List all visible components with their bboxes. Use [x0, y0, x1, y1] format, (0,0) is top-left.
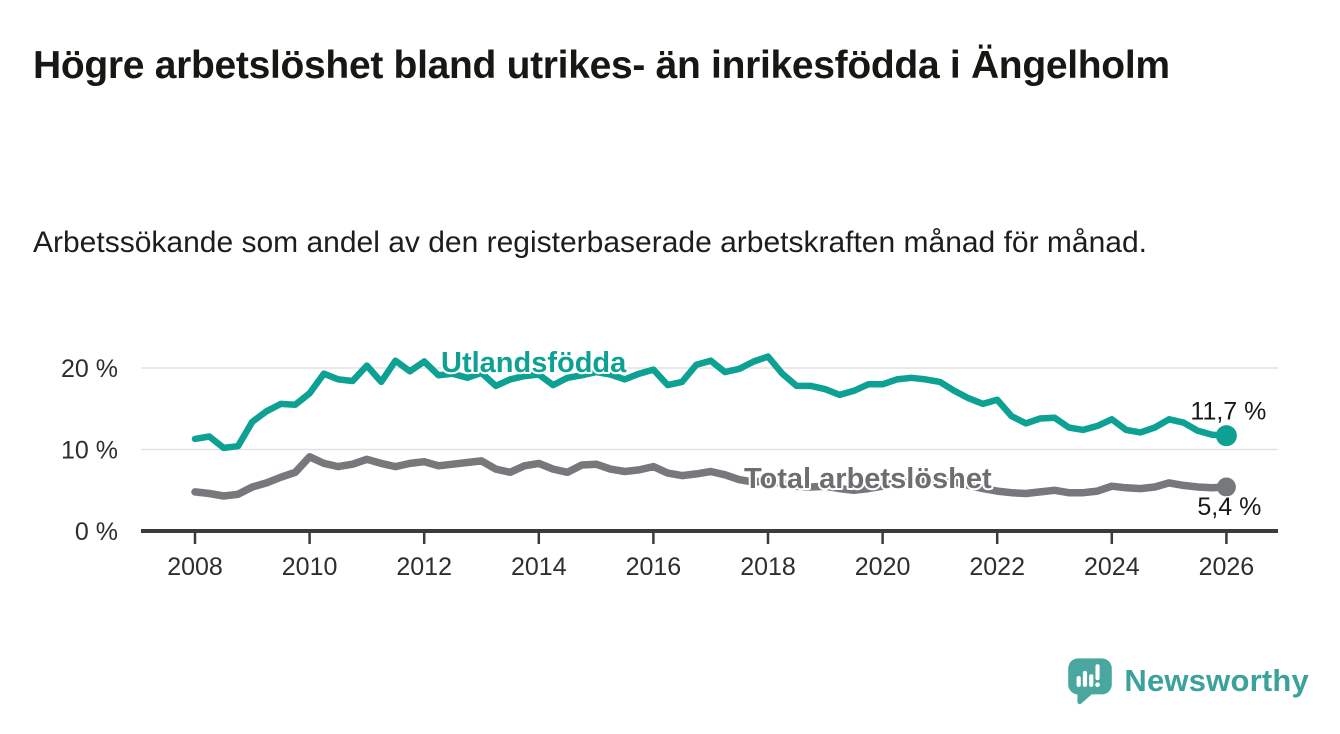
x-tick-label-2022: 2022: [969, 553, 1025, 581]
logo-bar-3: [1089, 674, 1094, 687]
page-title: Högre arbetslöshet bland utrikes- än inr…: [33, 44, 1170, 88]
x-tick-label-2018: 2018: [740, 553, 796, 581]
logo-bar-1: [1076, 675, 1082, 687]
brand-wordmark: Newsworthy: [1124, 663, 1309, 698]
logo-bar-2: [1083, 670, 1088, 687]
series-line-utlandsf-dda: [191, 353, 1230, 452]
x-tick-label-2012: 2012: [396, 553, 452, 581]
x-tick-label-2016: 2016: [626, 553, 682, 581]
series-line-total-arbetsl-shet: [191, 453, 1231, 500]
newsworthy-logo-icon: [1068, 658, 1113, 705]
series-name-label-utlandsf-dda: Utlandsfödda: [441, 347, 627, 379]
x-tick-label-2008: 2008: [167, 553, 223, 581]
x-tick-label-2014: 2014: [511, 553, 567, 581]
y-tick-label-20: 20 %: [61, 355, 118, 383]
series-name-label-total-arbetsl-shet: Total arbetslöshet: [744, 463, 992, 495]
chart-subtitle: Arbetssökande som andel av den registerb…: [33, 226, 1147, 259]
x-tick-label-2026: 2026: [1199, 553, 1255, 581]
series-end-value-total-arbetsl-shet: 5,4 %: [1197, 493, 1261, 521]
y-tick-label-0: 0 %: [75, 518, 118, 546]
series-end-dot-total-arbetsl-shet: [1216, 477, 1236, 497]
x-tick-label-2020: 2020: [855, 553, 911, 581]
series-end-dot-utlandsf-dda: [1215, 425, 1237, 447]
brand-footer: Newsworthy: [1066, 655, 1309, 707]
x-tick-label-2024: 2024: [1084, 553, 1140, 581]
x-tick-label-2010: 2010: [282, 553, 338, 581]
logo-exclamation-dot: [1095, 682, 1101, 688]
series-end-value-utlandsf-dda: 11,7 %: [1190, 398, 1266, 426]
y-tick-label-10: 10 %: [61, 437, 118, 465]
logo-exclamation-bar: [1095, 664, 1101, 681]
